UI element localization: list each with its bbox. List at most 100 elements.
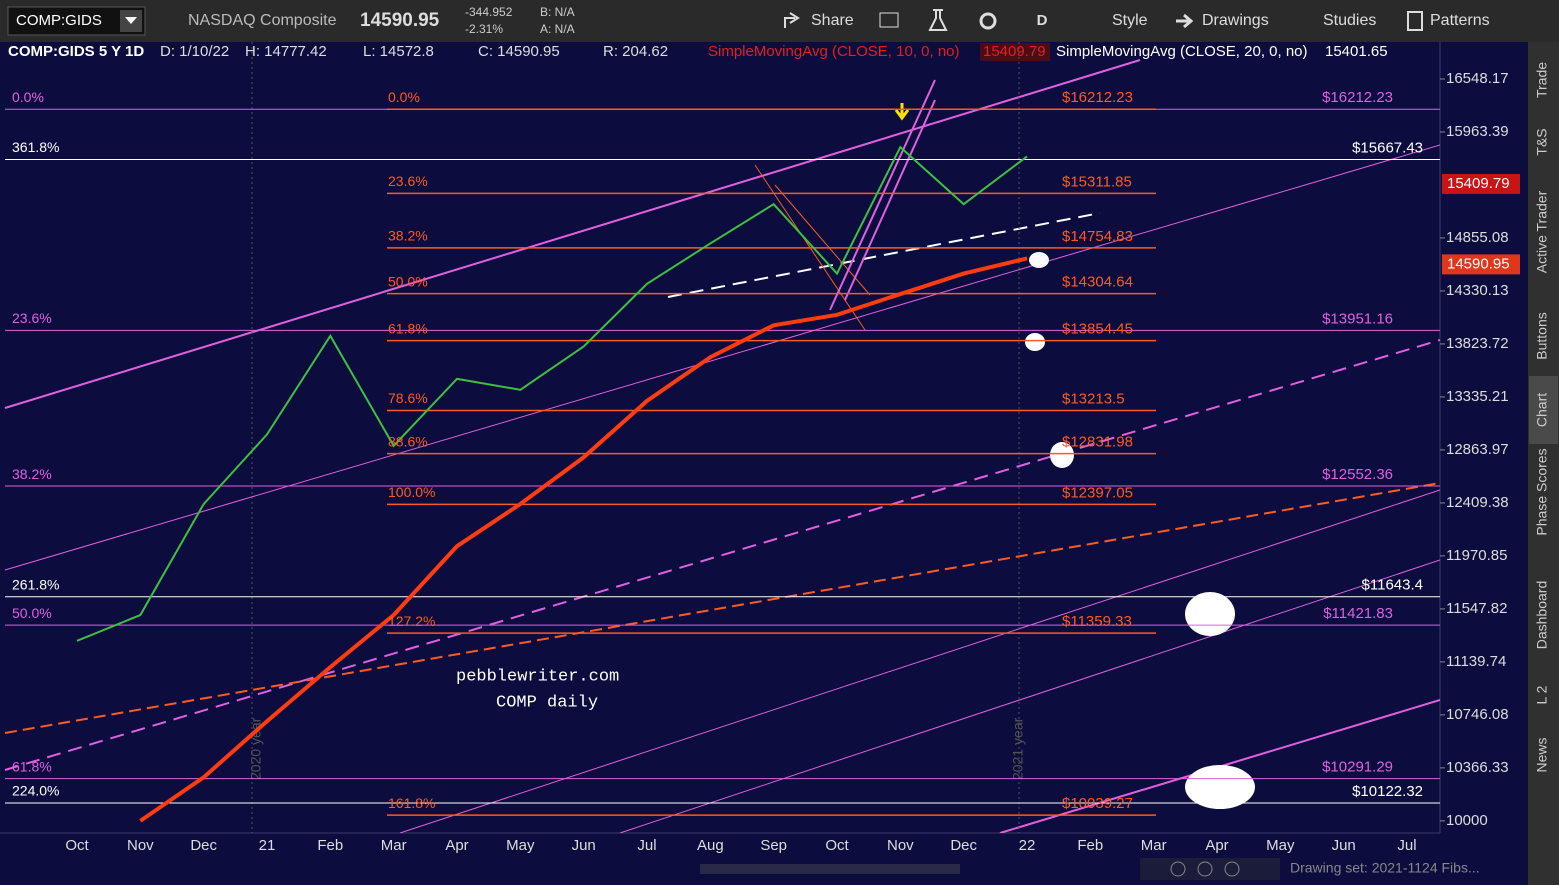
x-tick-label: Jun (1332, 837, 1356, 854)
x-tick-label: Mar (381, 837, 407, 854)
sidebar-tab[interactable]: News (1534, 737, 1550, 772)
settings-button[interactable] (979, 12, 997, 30)
dropdown-arrow (125, 17, 137, 24)
y-tick-label: 12863.97 (1446, 441, 1509, 458)
price-tag (1442, 173, 1520, 194)
dashed-line (667, 212, 1101, 298)
toolbar (0, 0, 1559, 42)
fib-label: 224.0% (12, 783, 59, 799)
change: -344.952 (465, 5, 513, 19)
bid: B: N/A (540, 5, 575, 19)
fib-label: 61.8% (12, 758, 52, 774)
fib-label: 0.0% (12, 89, 44, 105)
patterns-button[interactable]: Patterns (1430, 12, 1490, 29)
share-button[interactable]: Share (811, 12, 854, 29)
x-tick-label: Dec (950, 837, 977, 854)
fib-price: $11359.33 (1062, 613, 1132, 630)
sidebar-tab[interactable]: T&S (1534, 128, 1550, 155)
fib-price: $12397.05 (1062, 484, 1133, 501)
sidebar-tab[interactable]: Chart (1534, 393, 1550, 427)
fib-price: $16212.23 (1062, 89, 1133, 106)
price-tag (1442, 254, 1520, 275)
sidebar-tab[interactable]: L 2 (1534, 685, 1550, 704)
channel-line (4, 144, 1440, 571)
y-tick-label: 11970.85 (1446, 547, 1507, 564)
fib-price: $12552.36 (1322, 466, 1393, 483)
plot (5, 108, 1440, 823)
fib-price: $15667.43 (1352, 140, 1423, 157)
fib-label: 361.8% (12, 139, 59, 155)
marker (1025, 333, 1045, 351)
zoom-button[interactable] (1197, 861, 1213, 877)
symbol[interactable]: COMP:GIDS (16, 12, 102, 29)
x-tick-label: Aug (697, 837, 724, 854)
icon-button[interactable] (928, 9, 948, 31)
x-tick-label: Jul (637, 837, 656, 854)
x-tick-label: Apr (445, 837, 468, 854)
price-tag-label: 15409.79 (1447, 175, 1510, 192)
y-tick-label: 11547.82 (1446, 600, 1507, 617)
drawings-button[interactable]: Drawings (1202, 12, 1269, 29)
study-value: 15401.65 (1325, 43, 1388, 60)
sidebar-tab[interactable]: Active Trader (1534, 190, 1550, 273)
x-tick-label: Jun (572, 837, 596, 854)
fib-label: 38.2% (12, 466, 52, 482)
x-tick-label: Feb (317, 837, 343, 854)
sidebar-tab[interactable]: Trade (1534, 62, 1550, 98)
fib-label: 23.6% (388, 173, 428, 189)
fib-label: 88.6% (388, 433, 428, 449)
high: H: 14777.42 (245, 43, 327, 60)
y-tick-label: 14330.13 (1446, 282, 1509, 299)
fib-price: $11643.4 (1362, 577, 1423, 594)
channel-line (619, 559, 1440, 833)
sidebar-tab[interactable]: Phase Scores (1534, 448, 1550, 535)
fib-price: $13854.45 (1062, 321, 1133, 338)
date: D: 1/10/22 (160, 43, 229, 60)
icon-button[interactable] (879, 12, 899, 28)
chart-title: COMP:GIDS 5 Y 1D (8, 43, 144, 60)
fib-label: 23.6% (12, 310, 52, 326)
series-line (76, 145, 1028, 642)
fib-label: 61.8% (388, 320, 428, 336)
y-tick-label: 16548.17 (1446, 70, 1509, 87)
y-tick-label: 12409.38 (1446, 494, 1509, 511)
x-tick-label: Nov (887, 837, 914, 854)
fib-label: 261.8% (12, 576, 59, 592)
sidebar-tab[interactable]: Dashboard (1534, 581, 1550, 650)
ask: A: N/A (540, 22, 575, 36)
fib-price: $10291.29 (1322, 759, 1393, 776)
tab-active (1529, 376, 1558, 444)
sidebar-tab[interactable]: Buttons (1534, 312, 1550, 359)
style-button[interactable]: Style (1112, 12, 1148, 29)
x-tick-label: Nov (127, 837, 154, 854)
zoom-button[interactable] (1170, 861, 1186, 877)
y-tick-label: 10366.33 (1446, 759, 1509, 776)
annotation: pebblewriter.com (456, 667, 619, 686)
fib-price: $13951.16 (1322, 310, 1393, 327)
period-button[interactable]: D (1037, 12, 1048, 29)
x-tick-label: 22 (1019, 837, 1036, 854)
zoom-button[interactable] (1224, 861, 1240, 877)
zoom-controls[interactable] (1140, 858, 1280, 880)
x-tick-label: Jul (1397, 837, 1416, 854)
y-tick-label: 10000 (1446, 812, 1488, 829)
drawings-icon (1176, 13, 1194, 29)
chart-bg (0, 42, 1528, 885)
annotation: COMP daily (496, 693, 598, 712)
wedge-line (829, 79, 936, 311)
y-tick-label: 14855.08 (1446, 229, 1509, 246)
fib-price: $11421.83 (1323, 605, 1393, 622)
fib-label: 38.2% (388, 228, 428, 244)
study-value-bg (980, 43, 1050, 61)
x-tick-label: Sep (760, 837, 787, 854)
marker (1050, 442, 1074, 468)
fib-price: $10039.27 (1062, 795, 1133, 812)
marker (1185, 765, 1255, 809)
studies-button[interactable]: Studies (1323, 12, 1376, 29)
scrollbar[interactable] (700, 864, 960, 874)
x-tick-label: Mar (1141, 837, 1167, 854)
series-line (139, 256, 1028, 823)
fib-price: $10122.32 (1352, 783, 1423, 800)
range: R: 204.62 (603, 43, 668, 60)
x-tick-label: Oct (65, 837, 89, 854)
